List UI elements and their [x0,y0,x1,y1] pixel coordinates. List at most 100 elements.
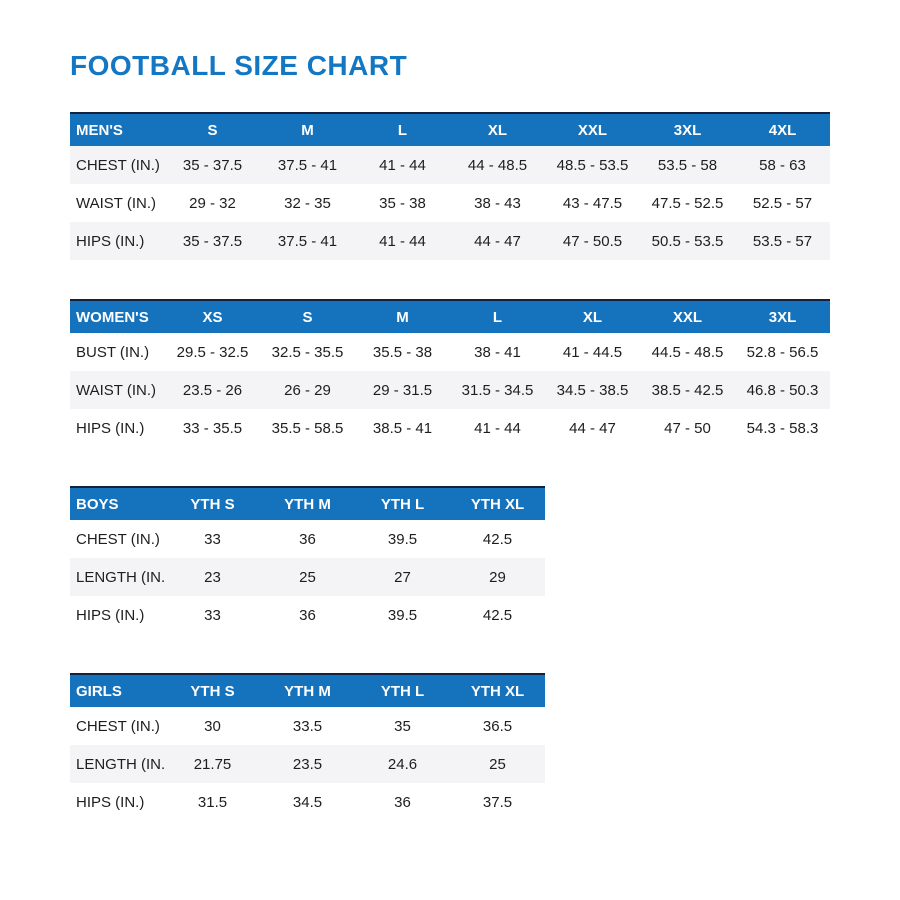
column-header: XXL [640,300,735,333]
table-title-womens: WOMEN'S [70,300,165,333]
size-value-cell: 30 [165,707,260,745]
size-value-cell: 35 - 37.5 [165,146,260,184]
size-value-cell: 33 [165,596,260,634]
table-row: HIPS (IN.) 33 - 35.5 35.5 - 58.5 38.5 - 41 4… [70,409,830,447]
size-value-cell: 35 - 37.5 [165,222,260,260]
page-title: FOOTBALL SIZE CHART [70,50,408,81]
column-header: M [355,300,450,333]
size-value-cell: 39.5 [355,596,450,634]
column-header: XL [545,300,640,333]
table-row: HIPS (IN.) 31.5 34.5 36 37.5 [70,783,545,821]
size-value-cell: 38 - 41 [450,333,545,371]
row-label: LENGTH (IN.) [70,558,165,596]
size-value-cell: 54.3 - 58.3 [735,409,830,447]
size-value-cell: 42.5 [450,520,545,558]
size-value-cell: 31.5 - 34.5 [450,371,545,409]
row-label: HIPS (IN.) [70,783,165,821]
table-title-mens: MEN'S [70,113,165,146]
size-table-boys: BOYS YTH S YTH M YTH L YTH XL CHEST (IN.) 33 36… [70,486,545,634]
size-value-cell: 37.5 [450,783,545,821]
size-value-cell: 41 - 44 [355,222,450,260]
size-value-cell: 29 [450,558,545,596]
column-header: YTH L [355,487,450,520]
column-header: 3XL [640,113,735,146]
size-value-cell: 41 - 44 [355,146,450,184]
column-header: XL [450,113,545,146]
size-value-cell: 35 [355,707,450,745]
column-header: S [165,113,260,146]
size-value-cell: 33 [165,520,260,558]
header-row-boys: BOYS YTH S YTH M YTH L YTH XL [70,487,545,520]
size-value-cell: 44 - 48.5 [450,146,545,184]
size-value-cell: 52.5 - 57 [735,184,830,222]
size-value-cell: 35.5 - 38 [355,333,450,371]
size-value-cell: 25 [260,558,355,596]
size-value-cell: 37.5 - 41 [260,222,355,260]
column-header: YTH M [260,487,355,520]
size-value-cell: 33.5 [260,707,355,745]
column-header: YTH XL [450,674,545,707]
row-label: HIPS (IN.) [70,409,165,447]
size-value-cell: 34.5 [260,783,355,821]
table-row: CHEST (IN.) 35 - 37.5 37.5 - 41 41 - 44 44 -… [70,146,830,184]
column-header: 3XL [735,300,830,333]
size-value-cell: 41 - 44.5 [545,333,640,371]
size-value-cell: 37.5 - 41 [260,146,355,184]
column-header: YTH S [165,674,260,707]
column-header: YTH S [165,487,260,520]
size-value-cell: 32.5 - 35.5 [260,333,355,371]
size-value-cell: 35 - 38 [355,184,450,222]
table-title-boys: BOYS [70,487,165,520]
size-value-cell: 32 - 35 [260,184,355,222]
row-label: HIPS (IN.) [70,596,165,634]
header-row-girls: GIRLS YTH S YTH M YTH L YTH XL [70,674,545,707]
size-value-cell: 26 - 29 [260,371,355,409]
size-value-cell: 52.8 - 56.5 [735,333,830,371]
tables-container: MEN'S S M L XL XXL 3XL 4XL CHEST (IN.) 35 - 37.5 3… [70,112,830,821]
column-header: XXL [545,113,640,146]
size-value-cell: 23.5 - 26 [165,371,260,409]
size-table-mens: MEN'S S M L XL XXL 3XL 4XL CHEST (IN.) 35 - 37.5 3… [70,112,830,260]
row-label: WAIST (IN.) [70,184,165,222]
size-value-cell: 47.5 - 52.5 [640,184,735,222]
size-table-girls: GIRLS YTH S YTH M YTH L YTH XL CHEST (IN.) 30 3… [70,673,545,821]
size-value-cell: 33 - 35.5 [165,409,260,447]
table-row: LENGTH (IN.) 23 25 27 29 [70,558,545,596]
table-row: CHEST (IN.) 30 33.5 35 36.5 [70,707,545,745]
size-value-cell: 44 - 47 [450,222,545,260]
size-value-cell: 39.5 [355,520,450,558]
size-value-cell: 31.5 [165,783,260,821]
size-value-cell: 36 [355,783,450,821]
column-header: XS [165,300,260,333]
table-row: BUST (IN.) 29.5 - 32.5 32.5 - 35.5 35.5 - 3… [70,333,830,371]
row-label: BUST (IN.) [70,333,165,371]
size-value-cell: 38.5 - 41 [355,409,450,447]
table-title-girls: GIRLS [70,674,165,707]
column-header: YTH L [355,674,450,707]
size-value-cell: 47 - 50 [640,409,735,447]
table-row: WAIST (IN.) 29 - 32 32 - 35 35 - 38 38 - 43 4… [70,184,830,222]
size-value-cell: 46.8 - 50.3 [735,371,830,409]
row-label: CHEST (IN.) [70,707,165,745]
column-header: M [260,113,355,146]
size-value-cell: 29 - 31.5 [355,371,450,409]
column-header: S [260,300,355,333]
column-header: YTH XL [450,487,545,520]
size-table-womens: WOMEN'S XS S M L XL XXL 3XL BUST (IN.) 29.5 - 32.… [70,299,830,447]
size-value-cell: 41 - 44 [450,409,545,447]
size-value-cell: 58 - 63 [735,146,830,184]
column-header: 4XL [735,113,830,146]
size-value-cell: 53.5 - 58 [640,146,735,184]
size-value-cell: 23.5 [260,745,355,783]
size-value-cell: 23 [165,558,260,596]
column-header: YTH M [260,674,355,707]
table-row: WAIST (IN.) 23.5 - 26 26 - 29 29 - 31.5 31.5… [70,371,830,409]
size-value-cell: 36.5 [450,707,545,745]
size-value-cell: 27 [355,558,450,596]
size-value-cell: 44 - 47 [545,409,640,447]
size-value-cell: 50.5 - 53.5 [640,222,735,260]
size-value-cell: 35.5 - 58.5 [260,409,355,447]
header-row-mens: MEN'S S M L XL XXL 3XL 4XL [70,113,830,146]
size-value-cell: 38.5 - 42.5 [640,371,735,409]
size-value-cell: 47 - 50.5 [545,222,640,260]
